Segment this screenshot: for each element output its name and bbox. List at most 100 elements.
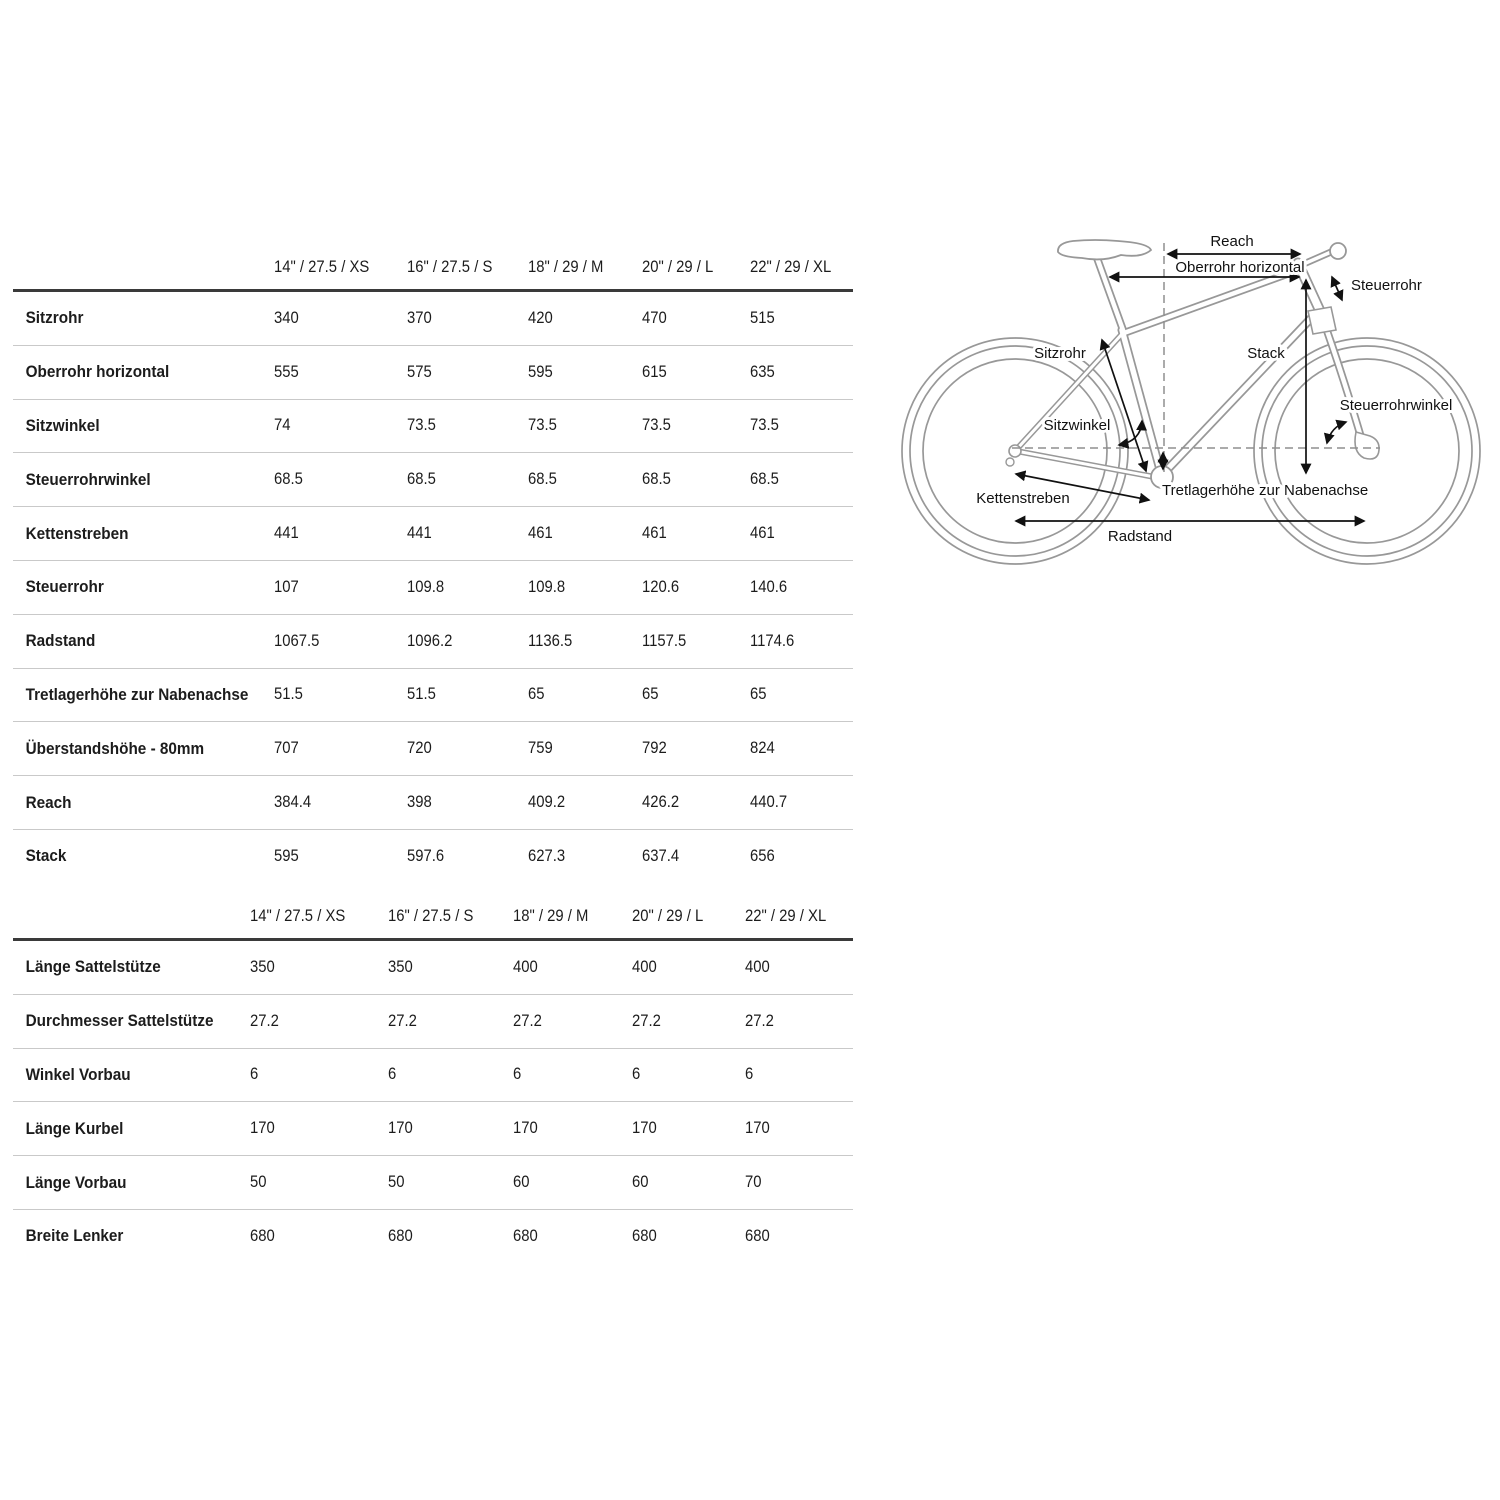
saddle bbox=[1057, 239, 1153, 261]
row-value: 65 bbox=[528, 685, 545, 704]
sitzwinkel-arc bbox=[1117, 419, 1148, 449]
label-oberrohr: Oberrohr horizontal bbox=[1175, 259, 1304, 276]
row-value: 65 bbox=[642, 685, 659, 704]
row-label: Länge Sattelstütze bbox=[25, 957, 161, 977]
row-value: 680 bbox=[632, 1226, 657, 1245]
row-value: 1174.6 bbox=[750, 631, 795, 650]
row-value: 441 bbox=[274, 524, 299, 543]
row-value: 140.6 bbox=[750, 577, 788, 596]
column-header: 20" / 29 / L bbox=[632, 907, 704, 925]
row-value: 170 bbox=[250, 1119, 275, 1138]
row-value: 400 bbox=[745, 957, 770, 976]
table-row: Radstand 1067.5 1096.2 1136.5 1157.5 1174.6 bbox=[13, 615, 853, 669]
table-row: Stack 595 597.6 627.3 637.4 656 bbox=[13, 830, 853, 883]
row-value: 6 bbox=[388, 1065, 397, 1084]
bike-frame bbox=[1005, 239, 1380, 489]
rear-derailleur bbox=[1005, 457, 1015, 467]
row-value: 68.5 bbox=[274, 470, 303, 489]
row-value: 73.5 bbox=[528, 416, 557, 435]
row-value: 27.2 bbox=[388, 1011, 417, 1030]
row-value: 461 bbox=[528, 524, 553, 543]
row-value: 73.5 bbox=[750, 416, 779, 435]
measure-arrows bbox=[1014, 248, 1366, 527]
row-label: Kettenstreben bbox=[25, 523, 129, 543]
row-value: 68.5 bbox=[528, 470, 557, 489]
column-header: 22" / 29 / XL bbox=[745, 907, 827, 925]
row-value: 27.2 bbox=[745, 1011, 774, 1030]
row-value: 398 bbox=[407, 793, 432, 812]
reference-lines bbox=[1012, 243, 1380, 472]
diagram-labels: Reach Oberrohr horizontal Steuerrohr Sit… bbox=[973, 230, 1455, 548]
rear-hub bbox=[1008, 444, 1022, 458]
column-header: 18" / 29 / M bbox=[528, 258, 604, 276]
row-value: 350 bbox=[388, 957, 413, 976]
row-value: 107 bbox=[274, 577, 299, 596]
table-row: Tretlagerhöhe zur Nabenachse 51.5 51.5 65 65… bbox=[13, 669, 853, 723]
row-label: Tretlagerhöhe zur Nabenachse bbox=[25, 684, 249, 704]
row-value: 441 bbox=[407, 524, 432, 543]
label-kettenstreben: Kettenstreben bbox=[976, 490, 1069, 507]
row-value: 680 bbox=[388, 1226, 413, 1245]
row-value: 68.5 bbox=[750, 470, 779, 489]
row-value: 597.6 bbox=[407, 846, 445, 865]
row-label: Überstandshöhe - 80mm bbox=[25, 738, 205, 758]
row-value: 60 bbox=[632, 1173, 649, 1192]
row-label: Sitzwinkel bbox=[25, 415, 100, 435]
row-label: Stack bbox=[25, 846, 67, 866]
front-wheel bbox=[1253, 337, 1481, 565]
row-value: 615 bbox=[642, 362, 667, 381]
row-value: 6 bbox=[250, 1065, 259, 1084]
table-row: Länge Kurbel 170 170 170 170 170 bbox=[13, 1102, 853, 1157]
row-value: 575 bbox=[407, 362, 432, 381]
row-value: 74 bbox=[274, 416, 291, 435]
fork-crown bbox=[1307, 306, 1337, 335]
column-header: 16" / 27.5 / S bbox=[388, 907, 474, 925]
row-value: 470 bbox=[642, 308, 667, 327]
row-value: 109.8 bbox=[528, 577, 566, 596]
geometry-table-frame: 14" / 27.5 / XS 16" / 27.5 / S 18" / 29 / … bbox=[13, 246, 853, 883]
row-value: 1136.5 bbox=[528, 631, 573, 650]
row-value: 409.2 bbox=[528, 793, 566, 812]
table-row: Länge Sattelstütze 350 350 400 400 400 bbox=[13, 941, 853, 995]
header-spacer bbox=[13, 908, 250, 926]
label-sitzrohr: Sitzrohr bbox=[1034, 345, 1086, 362]
table-row: Durchmesser Sattelstütze 27.2 27.2 27.2 27.2… bbox=[13, 995, 853, 1049]
row-value: 170 bbox=[388, 1119, 413, 1138]
row-value: 637.4 bbox=[642, 846, 680, 865]
column-header: 14" / 27.5 / XS bbox=[274, 258, 370, 276]
row-label: Steuerrohrwinkel bbox=[25, 469, 151, 489]
table-row: Sitzrohr 340 370 420 470 515 bbox=[13, 292, 853, 346]
kettenstreben-arrow bbox=[1014, 470, 1151, 504]
row-label: Länge Kurbel bbox=[25, 1118, 124, 1138]
row-value: 384.4 bbox=[274, 793, 312, 812]
label-steuerrohrwinkel: Steuerrohrwinkel bbox=[1340, 397, 1453, 414]
row-value: 27.2 bbox=[513, 1011, 542, 1030]
row-value: 1157.5 bbox=[642, 631, 687, 650]
row-value: 440.7 bbox=[750, 793, 788, 812]
sitzrohr-arrow bbox=[1099, 338, 1149, 473]
column-header: 14" / 27.5 / XS bbox=[250, 907, 346, 925]
row-label: Länge Vorbau bbox=[25, 1172, 127, 1192]
row-value: 595 bbox=[274, 846, 299, 865]
row-label: Winkel Vorbau bbox=[25, 1064, 131, 1084]
row-value: 370 bbox=[407, 308, 432, 327]
table-row: Steuerrohrwinkel 68.5 68.5 68.5 68.5 68.5 bbox=[13, 453, 853, 508]
row-value: 1096.2 bbox=[407, 631, 453, 650]
row-value: 68.5 bbox=[642, 470, 671, 489]
table-row: Oberrohr horizontal 555 575 595 615 635 bbox=[13, 346, 853, 400]
row-value: 680 bbox=[513, 1226, 538, 1245]
table-row: Kettenstreben 441 441 461 461 461 bbox=[13, 507, 853, 561]
label-reach: Reach bbox=[1210, 233, 1253, 250]
row-value: 555 bbox=[274, 362, 299, 381]
handlebar-grip bbox=[1329, 242, 1347, 260]
row-value: 1067.5 bbox=[274, 631, 320, 650]
label-stack: Stack bbox=[1247, 345, 1285, 362]
geometry-table-components: 14" / 27.5 / XS 16" / 27.5 / S 18" / 29 / … bbox=[13, 895, 853, 1263]
row-value: 420 bbox=[528, 308, 553, 327]
steuerrohrwinkel-arc bbox=[1323, 419, 1348, 445]
row-value: 461 bbox=[642, 524, 667, 543]
row-label: Breite Lenker bbox=[25, 1226, 124, 1246]
row-value: 27.2 bbox=[632, 1011, 661, 1030]
row-value: 6 bbox=[632, 1065, 641, 1084]
